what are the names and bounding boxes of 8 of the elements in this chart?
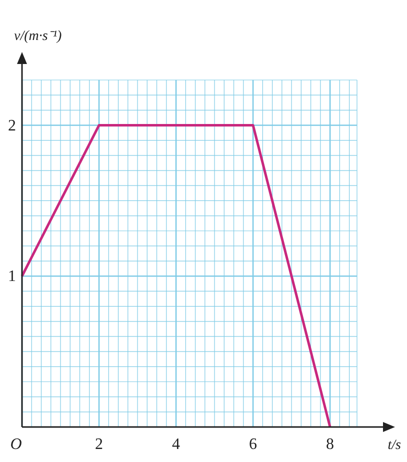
x-axis-title: t/s xyxy=(388,438,402,453)
x-tick-label: O xyxy=(10,436,22,453)
y-tick-label: 1 xyxy=(8,268,16,286)
x-tick-label: 2 xyxy=(95,436,104,453)
y-axis-title: v/(m·s⁻¹) xyxy=(14,29,62,44)
x-tick-label: 6 xyxy=(249,436,258,453)
x-tick-label: 8 xyxy=(326,436,334,453)
x-tick-label: 4 xyxy=(172,436,180,453)
